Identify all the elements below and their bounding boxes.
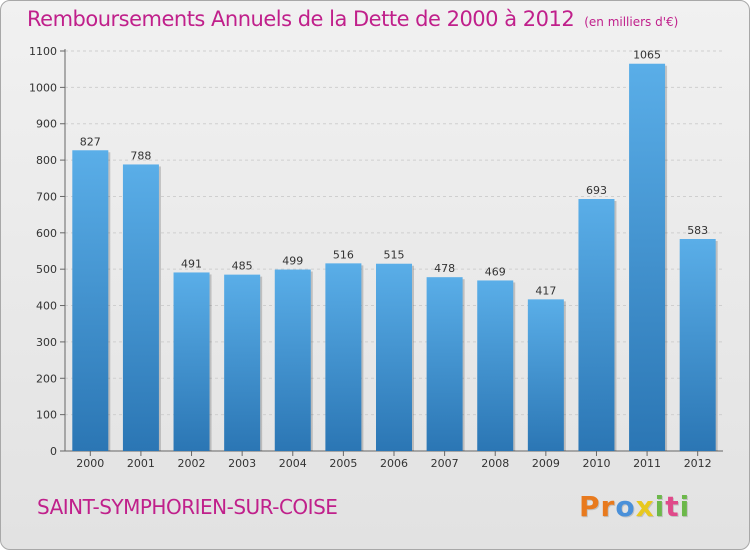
chart-unit-label: (en milliers d'€) [584,15,679,29]
value-label: 491 [181,257,202,270]
y-tick-label: 800 [36,154,57,167]
chart-title-text: Remboursements Annuels de la Dette de 20… [27,7,575,31]
value-label: 1065 [633,49,661,62]
bar-2006 [376,263,412,451]
value-label: 516 [333,248,354,261]
y-tick-label: 200 [36,372,57,385]
value-label: 788 [130,149,151,162]
brand-letter: i [654,490,666,523]
brand-letter: o [615,490,636,523]
y-tick-label: 600 [36,227,57,240]
x-tick-label: 2005 [329,457,357,470]
brand-letter: x [635,490,655,523]
y-tick-label: 700 [36,190,57,203]
x-tick-label: 2011 [633,457,661,470]
x-tick-label: 2002 [178,457,206,470]
bar-2004 [274,269,311,451]
y-tick-label: 900 [36,118,57,131]
x-tick-label: 2001 [127,457,155,470]
bar-2009 [527,299,564,451]
x-tick-label: 2009 [532,457,560,470]
value-label: 515 [384,249,405,262]
x-tick-label: 2010 [582,457,610,470]
brand-letter: i [679,490,691,523]
x-tick-label: 2007 [431,457,459,470]
bar-2002 [173,272,210,451]
x-tick-label: 2008 [481,457,509,470]
bar-2005 [325,263,362,451]
x-tick-label: 2004 [279,457,307,470]
x-tick-label: 2000 [76,457,104,470]
brand-letter: P [579,490,601,523]
bar-2008 [477,280,514,451]
bar-2011 [629,63,666,452]
brand-letter: t [665,490,680,523]
brand-letter: r [600,490,616,523]
bar-2007 [426,277,463,451]
value-label: 469 [485,265,506,278]
value-label: 693 [586,184,607,197]
bar-2001 [122,164,159,452]
y-tick-label: 300 [36,336,57,349]
value-label: 417 [535,284,556,297]
value-label: 499 [282,255,303,268]
value-label: 583 [687,224,708,237]
labels: 0 100 200 300 400 500 600 700 800 900 1000 1100 827 2… [29,45,712,470]
x-tick-label: 2006 [380,457,408,470]
y-tick-label: 400 [36,300,57,313]
bar-2010 [578,199,615,451]
x-tick-label: 2003 [228,457,256,470]
brand-logo: Proxiti [579,490,690,523]
y-tick-label: 500 [36,263,57,276]
value-label: 827 [80,135,101,148]
value-label: 478 [434,262,455,275]
y-tick-label: 1100 [29,45,57,58]
city-name: SAINT-SYMPHORIEN-SUR-COISE [37,495,338,519]
chart-title: Remboursements Annuels de la Dette de 20… [27,7,678,31]
bar-2003 [224,274,261,451]
bars [72,63,718,452]
y-tick-label: 0 [50,445,57,458]
y-tick-label: 1000 [29,81,57,94]
y-tick-label: 100 [36,409,57,422]
bar-2012 [679,239,716,451]
x-tick-label: 2012 [684,457,712,470]
bar-2000 [72,150,109,452]
value-label: 485 [232,260,253,273]
